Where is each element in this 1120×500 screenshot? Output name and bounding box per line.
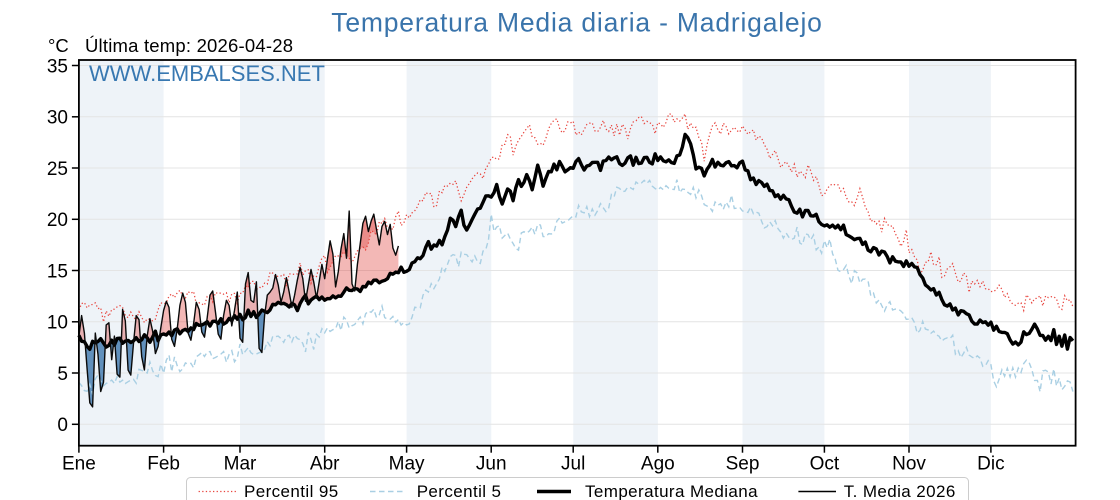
- svg-text:°C: °C: [48, 35, 69, 56]
- svg-text:Dic: Dic: [977, 454, 1004, 475]
- svg-text:May: May: [389, 454, 425, 475]
- svg-text:Ago: Ago: [641, 454, 675, 475]
- svg-text:Abr: Abr: [310, 454, 340, 475]
- svg-text:0: 0: [57, 415, 68, 436]
- svg-text:Percentil 95: Percentil 95: [244, 482, 339, 500]
- svg-text:Ene: Ene: [62, 454, 96, 475]
- svg-text:Temperatura Media diaria - Mad: Temperatura Media diaria - Madrigalejo: [331, 8, 822, 38]
- svg-text:15: 15: [47, 261, 68, 282]
- svg-text:35: 35: [47, 56, 68, 77]
- svg-text:Última temp: 2026-04-28: Última temp: 2026-04-28: [85, 35, 293, 56]
- svg-text:Nov: Nov: [892, 454, 926, 475]
- svg-text:25: 25: [47, 159, 68, 180]
- svg-text:5: 5: [57, 364, 68, 385]
- svg-text:Jul: Jul: [561, 454, 585, 475]
- svg-text:Temperatura Mediana: Temperatura Mediana: [585, 482, 758, 500]
- svg-text:20: 20: [47, 210, 68, 231]
- svg-text:Oct: Oct: [810, 454, 840, 475]
- svg-text:Jun: Jun: [476, 454, 507, 475]
- svg-text:Mar: Mar: [224, 454, 257, 475]
- svg-text:Percentil 5: Percentil 5: [417, 482, 502, 500]
- svg-text:Sep: Sep: [726, 454, 760, 475]
- svg-text:T. Media 2026: T. Media 2026: [844, 482, 956, 500]
- svg-text:30: 30: [47, 108, 68, 129]
- svg-text:WWW.EMBALSES.NET: WWW.EMBALSES.NET: [89, 61, 325, 86]
- svg-text:Feb: Feb: [147, 454, 180, 475]
- svg-text:10: 10: [47, 313, 68, 334]
